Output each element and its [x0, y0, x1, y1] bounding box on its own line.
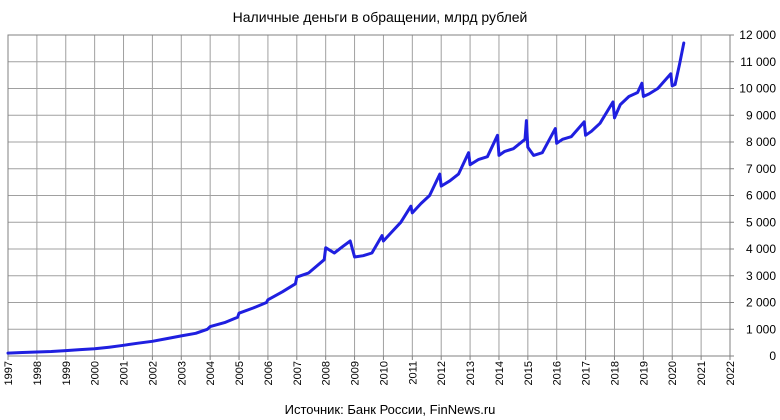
x-tick-label: 2013 [465, 361, 477, 385]
x-tick-label: 2016 [552, 361, 564, 385]
x-tick-label: 2000 [90, 361, 102, 385]
y-tick-label: 0 [769, 349, 776, 363]
x-tick-label: 2006 [263, 361, 275, 385]
x-tick-label: 1999 [61, 361, 73, 385]
y-tick-label: 3 000 [746, 269, 776, 283]
y-tick-label: 4 000 [746, 242, 776, 256]
x-tick-label: 1998 [32, 361, 44, 385]
y-tick-label: 6 000 [746, 189, 776, 203]
y-tick-label: 1 000 [746, 322, 776, 336]
y-tick-label: 12 000 [739, 28, 776, 42]
x-tick-label: 2011 [407, 361, 419, 385]
x-tick-label: 2012 [436, 361, 448, 385]
y-tick-label: 8 000 [746, 135, 776, 149]
x-tick-label: 2002 [147, 361, 159, 385]
x-tick-label: 2021 [696, 361, 708, 385]
x-tick-label: 2018 [609, 361, 621, 385]
x-tick-label: 2010 [378, 361, 390, 385]
x-tick-label: 2005 [234, 361, 246, 385]
y-tick-label: 10 000 [739, 82, 776, 96]
x-tick-label: 2003 [176, 361, 188, 385]
x-tick-label: 2017 [581, 361, 593, 385]
chart-title: Наличные деньги в обращении, млрд рублей [233, 9, 528, 25]
x-tick-label: 2020 [667, 361, 679, 385]
x-axis: 1997 1998 1999 2000 2001 2002 2003 2004 2005 2006… [3, 356, 737, 385]
y-tick-label: 2 000 [746, 296, 776, 310]
y-tick-label: 5 000 [746, 215, 776, 229]
x-tick-label: 1997 [3, 361, 15, 385]
x-tick-label: 2009 [350, 361, 362, 385]
x-tick-label: 2004 [205, 361, 217, 385]
x-tick-label: 2007 [292, 361, 304, 385]
x-tick-label: 2008 [321, 361, 333, 385]
y-tick-label: 7 000 [746, 162, 776, 176]
y-tick-label: 9 000 [746, 108, 776, 122]
y-tick-label: 11 000 [740, 55, 776, 69]
x-tick-label: 2014 [494, 361, 506, 385]
x-tick-label: 2019 [638, 361, 650, 385]
chart-source: Источник: Банк России, FinNews.ru [285, 402, 496, 417]
series-line [6, 41, 686, 355]
x-tick-label: 2022 [725, 361, 737, 385]
x-tick-label: 2015 [523, 361, 535, 385]
series-layer [6, 41, 686, 355]
x-tick-label: 2001 [119, 361, 131, 385]
y-axis: 0 1 000 2 000 3 000 4 000 5 000 6 000 7 000 8 00… [730, 28, 776, 363]
